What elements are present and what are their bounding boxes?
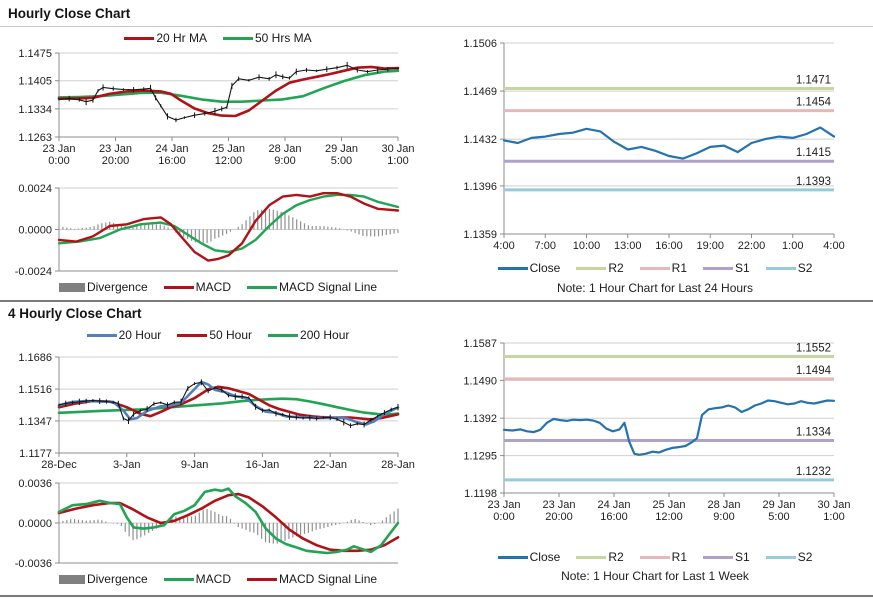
legend-4hourly-ma: 20 Hour 50 Hour 200 Hour: [0, 327, 436, 343]
svg-text:29 Jan: 29 Jan: [325, 143, 358, 155]
svg-text:1.1469: 1.1469: [463, 86, 497, 98]
svg-text:29 Jan: 29 Jan: [762, 499, 795, 511]
svg-text:1.1393: 1.1393: [796, 176, 831, 188]
hourly-macd-chart: 0.0024 0.0000 -0.0024: [15, 183, 400, 276]
svg-text:1.1198: 1.1198: [464, 488, 497, 500]
svg-text:10:00: 10:00: [573, 240, 601, 251]
legend-24h-pivot: Close R2 R1 S1 S2: [437, 260, 873, 276]
svg-text:1.1334: 1.1334: [18, 104, 52, 116]
svg-text:22-Jan: 22-Jan: [313, 459, 347, 471]
title-divider-top: [0, 26, 873, 27]
svg-text:20:00: 20:00: [102, 155, 130, 167]
svg-text:19:00: 19:00: [696, 240, 724, 251]
svg-text:1.1347: 1.1347: [18, 416, 52, 428]
svg-text:1:00: 1:00: [387, 155, 408, 167]
svg-text:0.0036: 0.0036: [18, 478, 52, 490]
svg-text:1.1263: 1.1263: [18, 132, 52, 144]
section-title-4hourly: 4 Hourly Close Chart: [8, 306, 142, 321]
svg-text:28-Dec: 28-Dec: [41, 459, 77, 471]
svg-text:16:00: 16:00: [655, 240, 683, 251]
svg-text:1.1454: 1.1454: [796, 97, 832, 109]
svg-text:12:00: 12:00: [215, 155, 243, 167]
svg-text:20:00: 20:00: [545, 511, 573, 523]
svg-text:0:00: 0:00: [493, 511, 514, 523]
svg-text:23 Jan: 23 Jan: [42, 143, 75, 155]
svg-text:30 Jan: 30 Jan: [381, 143, 414, 155]
svg-text:1.1359: 1.1359: [463, 229, 497, 241]
svg-text:0.0024: 0.0024: [18, 183, 52, 195]
svg-text:23 Jan: 23 Jan: [542, 499, 575, 511]
svg-text:1.1490: 1.1490: [463, 375, 497, 387]
svg-text:0.0000: 0.0000: [18, 225, 52, 237]
legend-week-pivot: Close R2 R1 S1 S2: [437, 549, 873, 565]
legend-hourly-ma: 20 Hr MA 50 Hrs MA: [0, 30, 436, 46]
svg-text:4:00: 4:00: [823, 240, 844, 251]
svg-text:1.1396: 1.1396: [463, 181, 497, 193]
svg-text:28 Jan: 28 Jan: [707, 499, 740, 511]
svg-text:1.1334: 1.1334: [796, 427, 832, 439]
svg-text:-0.0024: -0.0024: [15, 266, 52, 276]
section-title-hourly: Hourly Close Chart: [8, 6, 131, 21]
bottom-divider: [0, 595, 873, 597]
note-24h: Note: 1 Hour Chart for Last 24 Hours: [556, 281, 754, 295]
note-week: Note: 1 Hour Chart for Last 1 Week: [561, 569, 749, 583]
svg-text:1.1405: 1.1405: [18, 76, 52, 88]
svg-text:1.1295: 1.1295: [463, 451, 497, 463]
svg-text:1.1232: 1.1232: [796, 466, 831, 478]
svg-text:16:00: 16:00: [600, 511, 628, 523]
svg-text:1.1177: 1.1177: [19, 448, 52, 460]
svg-text:25 Jan: 25 Jan: [652, 499, 685, 511]
svg-text:28 Jan: 28 Jan: [268, 143, 301, 155]
svg-text:1.1516: 1.1516: [18, 384, 52, 396]
svg-text:28-Jan: 28-Jan: [381, 459, 415, 471]
svg-text:23 Jan: 23 Jan: [99, 143, 132, 155]
svg-text:1.1432: 1.1432: [463, 134, 497, 146]
svg-text:30 Jan: 30 Jan: [817, 499, 850, 511]
svg-text:16:00: 16:00: [158, 155, 186, 167]
svg-text:25 Jan: 25 Jan: [212, 143, 245, 155]
svg-text:1.1552: 1.1552: [796, 342, 831, 354]
svg-text:13:00: 13:00: [614, 240, 642, 251]
svg-text:16-Jan: 16-Jan: [246, 459, 280, 471]
svg-text:0.0000: 0.0000: [18, 518, 52, 530]
svg-text:0:00: 0:00: [48, 155, 69, 167]
section-divider: [0, 300, 873, 302]
svg-text:3-Jan: 3-Jan: [113, 459, 141, 471]
svg-text:12:00: 12:00: [655, 511, 683, 523]
legend-4hourly-macd: Divergence MACD MACD Signal Line: [0, 571, 436, 587]
svg-text:1.1471: 1.1471: [796, 74, 831, 86]
svg-text:1:00: 1:00: [823, 511, 844, 523]
svg-text:1:00: 1:00: [782, 240, 803, 251]
svg-text:1.1587: 1.1587: [463, 338, 497, 350]
svg-text:1.1506: 1.1506: [463, 38, 497, 50]
svg-text:9-Jan: 9-Jan: [181, 459, 209, 471]
svg-text:22:00: 22:00: [738, 240, 766, 251]
svg-text:5:00: 5:00: [331, 155, 352, 167]
svg-text:1.1475: 1.1475: [18, 48, 52, 60]
svg-text:1.1494: 1.1494: [796, 365, 832, 377]
svg-text:24 Jan: 24 Jan: [597, 499, 630, 511]
svg-text:24 Jan: 24 Jan: [155, 143, 188, 155]
svg-text:9:00: 9:00: [713, 511, 734, 523]
svg-text:7:00: 7:00: [535, 240, 556, 251]
svg-text:4:00: 4:00: [493, 240, 514, 251]
legend-hourly-macd: Divergence MACD MACD Signal Line: [0, 279, 436, 295]
svg-text:1.1686: 1.1686: [18, 352, 52, 364]
svg-text:9:00: 9:00: [274, 155, 295, 167]
svg-text:5:00: 5:00: [768, 511, 789, 523]
svg-text:1.1392: 1.1392: [463, 413, 497, 425]
four-hourly-macd-chart: 0.0036 0.0000 -0.0036: [15, 478, 400, 569]
svg-text:-0.0036: -0.0036: [15, 558, 52, 569]
svg-text:1.1415: 1.1415: [796, 147, 831, 159]
svg-text:23 Jan: 23 Jan: [487, 499, 520, 511]
